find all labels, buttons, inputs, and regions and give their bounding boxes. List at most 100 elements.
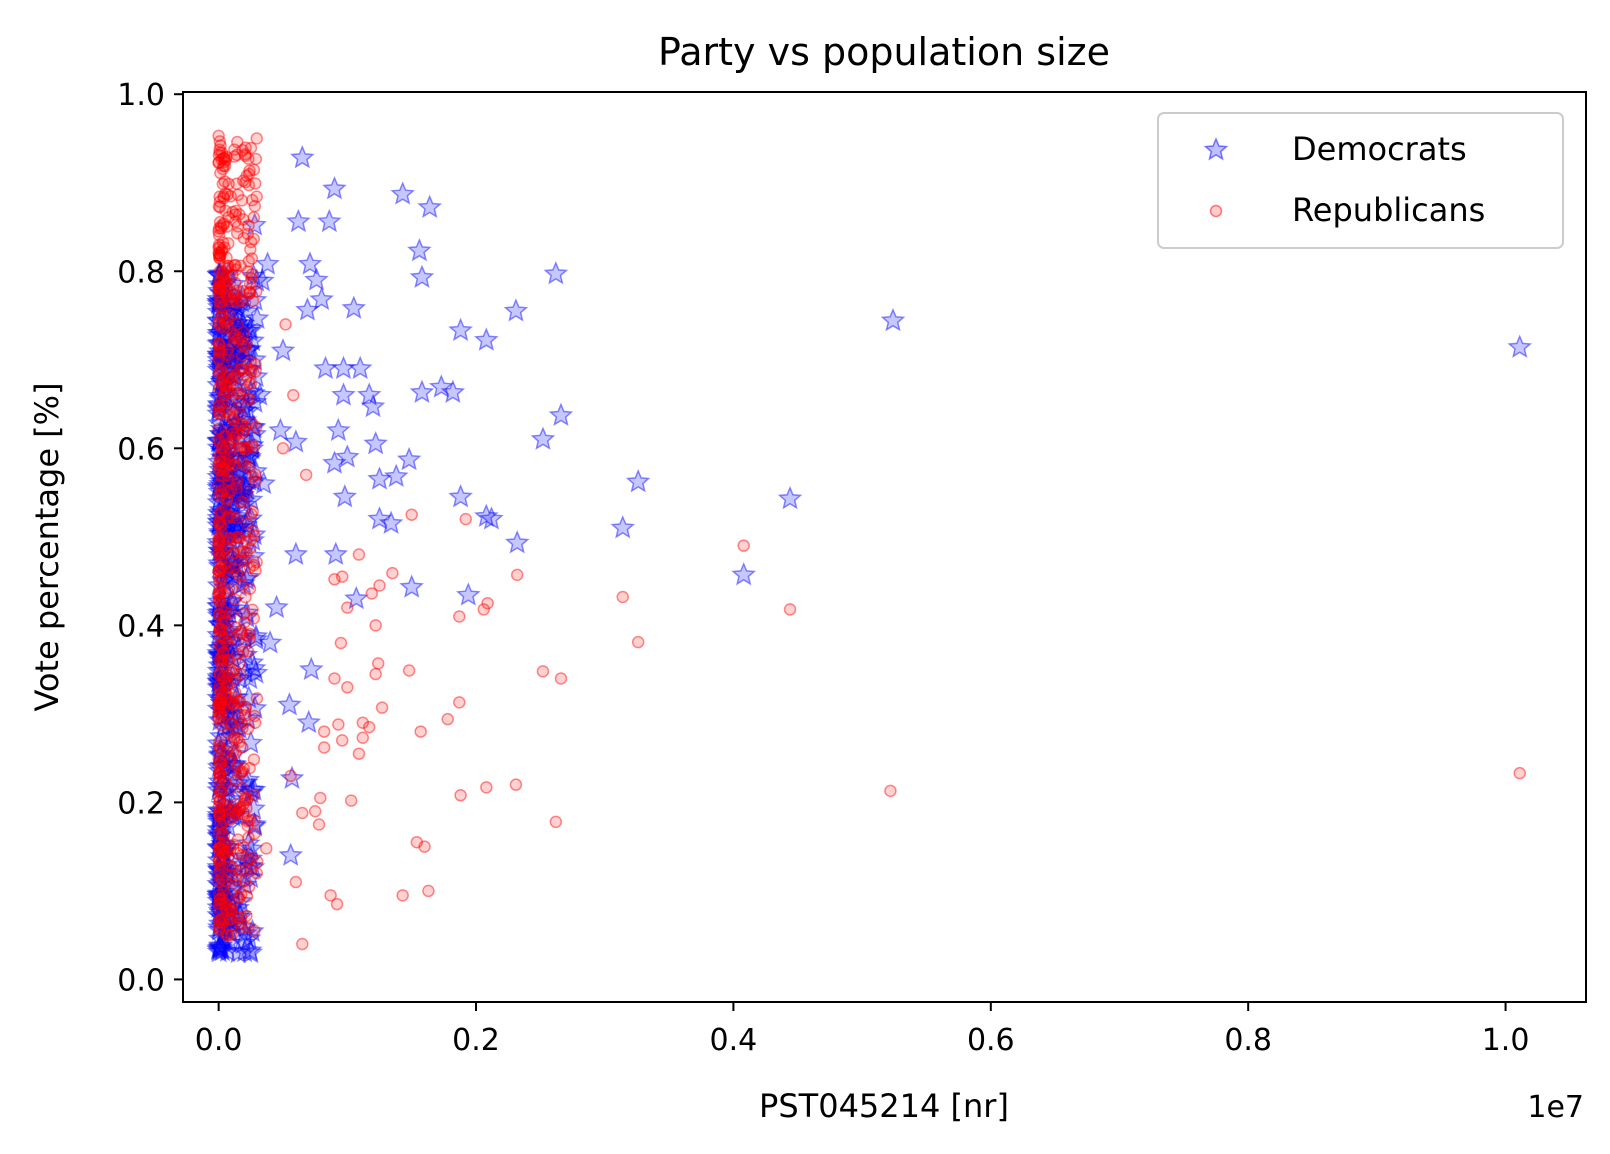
republican-point	[213, 810, 227, 823]
democrat-point	[207, 479, 233, 503]
democrat-point	[217, 600, 242, 625]
republican-point	[216, 671, 230, 685]
democrat-point	[206, 835, 232, 859]
republican-point	[328, 573, 341, 586]
republican-point	[214, 220, 228, 233]
democrat-point	[236, 446, 262, 470]
republican-point	[230, 732, 244, 745]
republican-point	[234, 766, 248, 779]
republican-point	[237, 607, 251, 620]
democrat-point	[209, 274, 234, 298]
republican-point	[247, 788, 261, 802]
democrat-point	[220, 645, 246, 669]
democrat-point	[206, 882, 232, 906]
democrat-point	[221, 351, 247, 376]
republican-point	[229, 672, 242, 686]
republican-point	[453, 610, 466, 623]
republican-point	[212, 807, 226, 820]
republican-point	[216, 647, 229, 660]
republican-point	[236, 349, 249, 362]
democrat-point	[211, 669, 237, 693]
republican-point	[212, 790, 225, 804]
republican-point	[212, 842, 225, 855]
republican-point	[237, 424, 250, 437]
republican-point	[250, 285, 263, 298]
republican-point	[213, 837, 227, 851]
democrat-point	[207, 410, 232, 435]
republican-point	[215, 623, 229, 636]
democrat-point	[283, 541, 309, 565]
democrat-point	[206, 685, 231, 709]
republican-point	[219, 605, 232, 619]
democrat-point	[396, 446, 422, 471]
democrat-point	[212, 262, 237, 286]
democrat-point	[208, 599, 233, 623]
republican-point	[242, 831, 255, 844]
democrat-point	[215, 617, 241, 641]
republican-point	[213, 795, 227, 809]
republican-point	[477, 603, 491, 616]
democrat-point	[880, 307, 906, 332]
republican-point	[222, 473, 235, 487]
republican-point	[241, 227, 255, 241]
democrat-point	[207, 798, 233, 823]
democrat-point	[218, 589, 244, 613]
democrat-point	[206, 357, 231, 381]
democrat-point	[206, 500, 232, 524]
republican-point	[289, 875, 303, 889]
democrat-point	[222, 363, 248, 387]
democrat-point	[206, 847, 232, 872]
republican-point	[217, 482, 231, 496]
democrat-point	[224, 370, 250, 394]
republican-point	[308, 804, 322, 818]
republican-point	[239, 340, 252, 354]
democrat-point	[213, 852, 239, 876]
democrat-point	[206, 730, 231, 755]
democrat-point	[213, 269, 239, 294]
republican-point	[216, 236, 230, 249]
republican-point	[231, 807, 245, 821]
republican-point	[223, 531, 236, 545]
republican-point	[454, 789, 467, 802]
republican-point	[220, 491, 234, 505]
republican-point	[249, 152, 263, 166]
republican-point	[212, 422, 225, 436]
republican-point	[218, 175, 231, 188]
republican-point	[241, 819, 254, 832]
democrat-point	[208, 497, 234, 521]
democrat-point	[244, 305, 270, 330]
republican-point	[243, 393, 257, 406]
democrat-point	[222, 554, 248, 579]
republican-point	[213, 653, 226, 666]
republican-point	[213, 365, 227, 378]
republican-point	[223, 410, 237, 423]
republican-point	[215, 572, 228, 586]
democrat-point	[270, 337, 296, 362]
republican-point	[229, 258, 242, 272]
democrat-point	[207, 910, 233, 935]
republican-point	[233, 331, 246, 345]
democrat-point	[206, 885, 232, 909]
republican-point	[227, 413, 240, 427]
democrat-point	[242, 468, 267, 493]
republican-point	[213, 586, 226, 599]
democrat-point	[212, 378, 237, 403]
republican-point	[234, 293, 247, 307]
republican-point	[212, 914, 226, 927]
republican-point	[239, 175, 252, 189]
republican-point	[244, 363, 257, 377]
republican-point	[213, 852, 227, 865]
democrat-point	[206, 816, 231, 840]
republican-point	[231, 567, 244, 581]
democrat-point	[223, 300, 249, 324]
democrat-point	[215, 488, 241, 512]
republican-point	[212, 337, 226, 350]
democrat-point	[221, 693, 247, 718]
democrat-point	[220, 548, 246, 573]
democrat-point	[283, 429, 309, 453]
democrat-point	[208, 737, 233, 761]
republican-point	[239, 147, 252, 161]
democrat-point	[264, 594, 289, 619]
republican-point	[222, 726, 235, 740]
